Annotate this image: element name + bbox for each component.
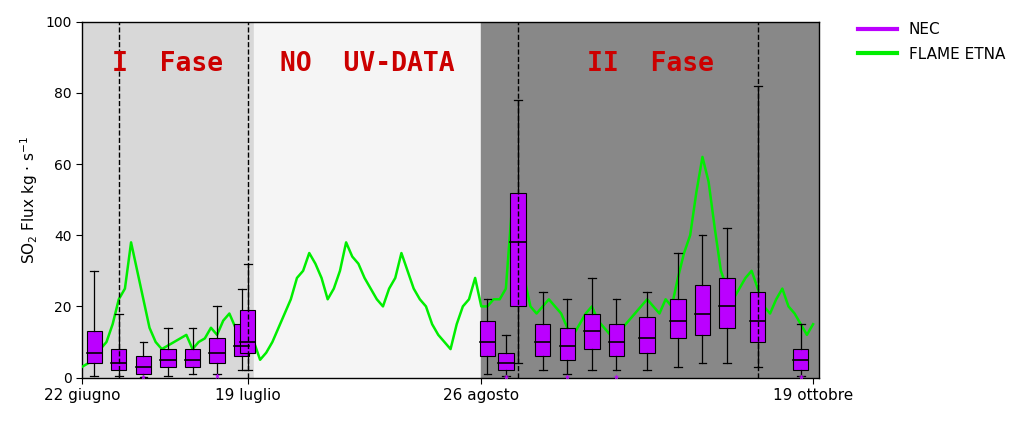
Bar — [82, 22, 254, 378]
Bar — [584, 313, 600, 349]
Bar — [719, 278, 735, 328]
Bar — [86, 331, 102, 363]
Bar — [694, 285, 711, 335]
Bar — [499, 353, 514, 371]
Bar — [184, 349, 201, 367]
Bar — [670, 299, 686, 339]
Legend: NEC, FLAME ETNA: NEC, FLAME ETNA — [852, 16, 1012, 68]
Bar — [111, 349, 127, 371]
Bar — [481, 22, 819, 378]
Bar — [479, 321, 496, 356]
Bar — [233, 324, 250, 356]
Bar — [210, 339, 225, 363]
Bar — [793, 349, 809, 371]
Text: I  Fase: I Fase — [113, 51, 223, 77]
Y-axis label: SO$_2$ Flux kg · s$^{-1}$: SO$_2$ Flux kg · s$^{-1}$ — [17, 135, 40, 264]
Bar — [608, 324, 624, 356]
Bar — [254, 22, 481, 378]
Bar — [559, 328, 575, 360]
Bar — [240, 310, 256, 353]
Text: II  Fase: II Fase — [587, 51, 714, 77]
Bar — [135, 356, 152, 374]
Bar — [160, 349, 176, 367]
Bar — [639, 317, 655, 353]
Bar — [535, 324, 551, 356]
Text: NO  UV-DATA: NO UV-DATA — [281, 51, 455, 77]
Bar — [510, 193, 526, 306]
Bar — [750, 292, 765, 342]
